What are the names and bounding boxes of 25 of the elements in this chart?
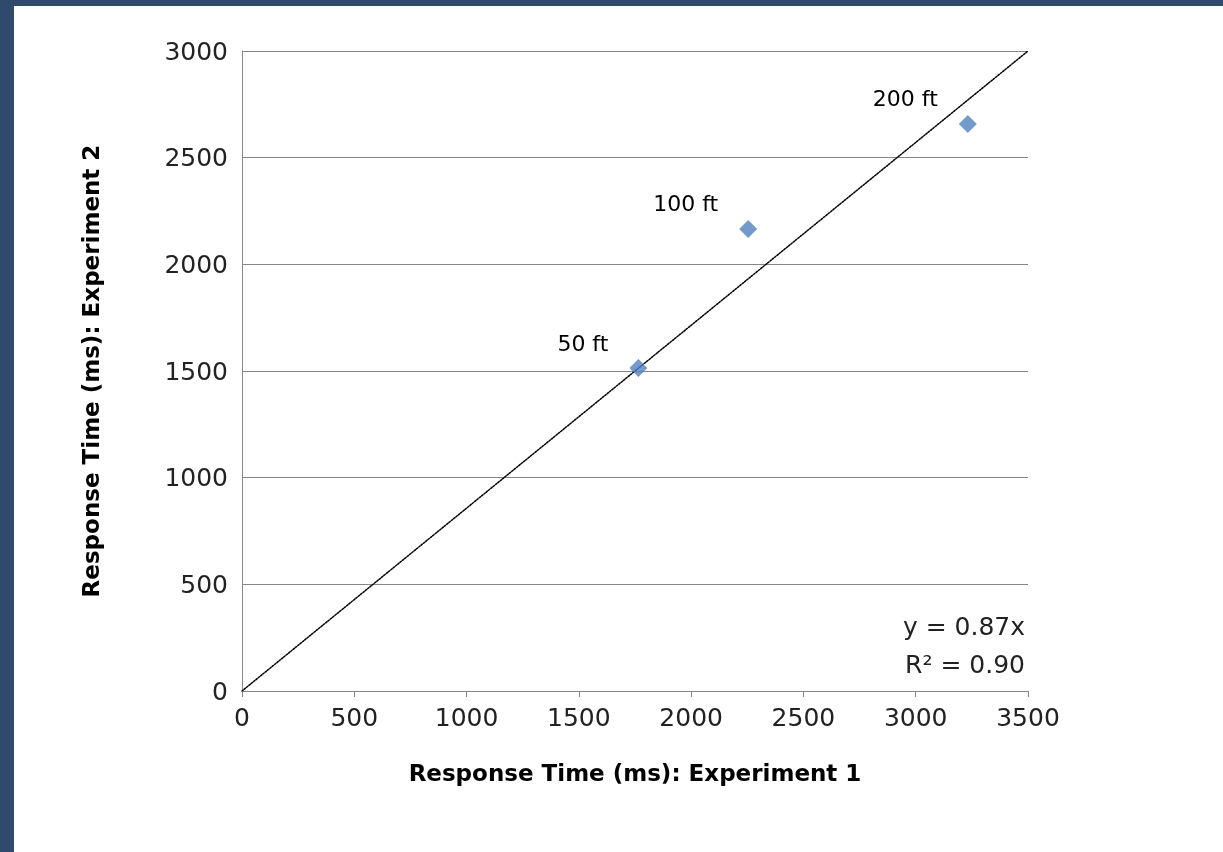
y-tick-label: 3000 [164,36,228,66]
annotation: 50 ft [557,330,609,356]
x-tick-label: 3500 [996,703,1060,732]
x-tick-label: 1000 [434,703,499,732]
point [958,114,977,133]
x-axis-title: Response Time (ms): Experiment 1 [408,759,862,786]
point [739,219,758,238]
annotation: y = 0.87x [902,612,1025,641]
y-tick-label: 2500 [164,143,228,173]
x-tick-label: 2500 [771,703,836,732]
x-tick-label: 2000 [659,703,723,732]
y-axis-title: Response Time (ms): Experiment 2 [77,144,104,598]
point [629,359,648,378]
annotation: 200 ft [872,86,939,112]
y-tick-label: 500 [180,569,228,599]
y-tick-label: 1500 [164,356,228,386]
x-tick-label: 1500 [547,703,611,732]
y-tick-label: 1000 [164,463,228,493]
annotation: 100 ft [653,191,719,217]
x-tick-label: 0 [234,703,250,732]
y-tick-label: 0 [212,676,228,706]
x-tick-label: 3000 [883,703,948,732]
x-tick-label: 500 [330,703,379,732]
y-tick-label: 2000 [164,249,228,279]
annotation: R² = 0.90 [905,650,1025,679]
